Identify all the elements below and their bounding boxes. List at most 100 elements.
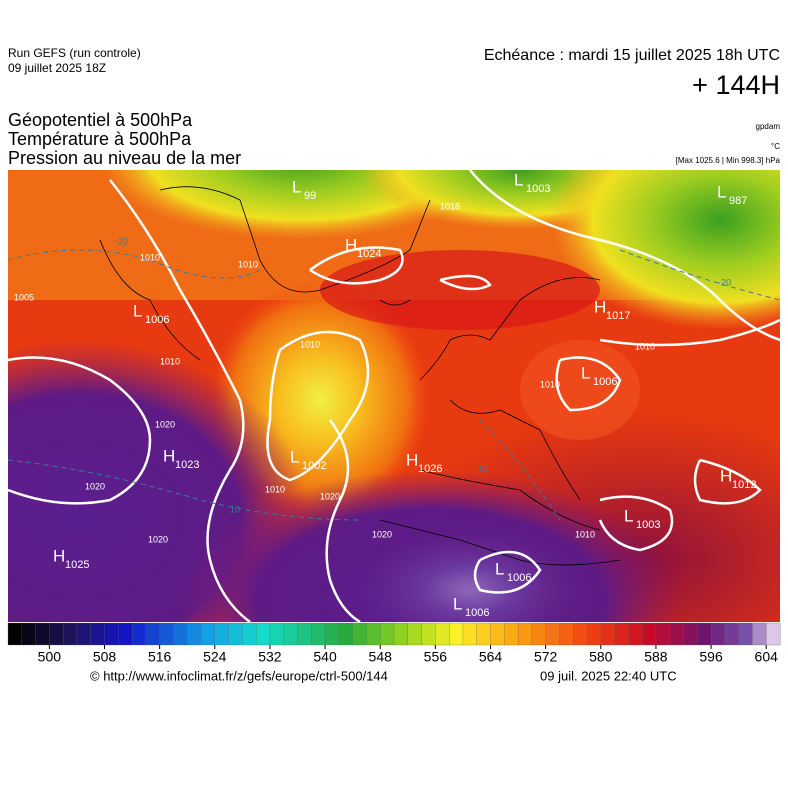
colorbar-label: 588 xyxy=(644,649,668,665)
colorbar-swatch xyxy=(200,622,216,646)
colorbar-swatch xyxy=(738,622,753,646)
colorbar-swatch xyxy=(448,622,464,646)
center-value: 1024 xyxy=(357,248,381,260)
center-value: 1023 xyxy=(175,459,199,471)
colorbar-swatch xyxy=(214,622,230,646)
extremes: [Max 1025.6 | Min 998.3] hPa xyxy=(676,156,781,165)
colorbar-label: 604 xyxy=(755,649,779,665)
colorbar-swatch xyxy=(545,622,560,646)
colorbar-swatch xyxy=(159,622,174,646)
colorbar-swatch xyxy=(435,622,450,646)
center-kind: L xyxy=(292,177,301,196)
colorbar-label: 564 xyxy=(479,649,503,665)
colorbar-swatch xyxy=(683,622,698,646)
colorbar-swatch xyxy=(145,622,161,646)
title: Température à 500hPa xyxy=(8,129,192,149)
colorbar-swatch xyxy=(614,622,629,646)
center-value: 99 xyxy=(304,190,316,202)
colorbar-swatch xyxy=(600,622,616,646)
colorbar-swatch xyxy=(366,622,381,646)
run-date: 09 juillet 2025 18Z xyxy=(8,61,106,75)
colorbar-swatch xyxy=(407,622,423,646)
colorbar-swatch xyxy=(669,622,684,646)
temperature-label: 10 xyxy=(230,504,240,514)
colorbar-swatch xyxy=(269,622,285,646)
colorbar-label: 508 xyxy=(93,649,117,665)
title: Pression au niveau de la mer xyxy=(8,148,241,168)
colorbar-swatch xyxy=(573,622,588,646)
colorbar-swatch xyxy=(21,622,37,646)
center-value: 1026 xyxy=(418,463,442,475)
colorbar-swatch xyxy=(118,622,133,646)
center-value: 1006 xyxy=(507,572,531,584)
colorbar-swatch xyxy=(641,622,657,646)
center-kind: H xyxy=(163,446,175,465)
isobar-label: 1010 xyxy=(140,252,160,262)
colorbar-swatch xyxy=(324,622,340,646)
colorbar-swatch xyxy=(766,622,781,646)
center-kind: L xyxy=(717,182,726,201)
colorbar-swatch xyxy=(517,622,533,646)
center-value: 1006 xyxy=(593,376,617,388)
colorbar-swatch xyxy=(697,622,712,646)
isobar-label: 1020 xyxy=(372,529,392,539)
colorbar-swatch xyxy=(338,622,354,646)
colorbar-label: 500 xyxy=(38,649,62,665)
isobar-label: 1005 xyxy=(14,292,34,302)
center-value: 1003 xyxy=(636,519,660,531)
colorbar-swatch xyxy=(62,622,78,646)
center-value: 1006 xyxy=(145,314,169,326)
center-value: 987 xyxy=(729,195,747,207)
temperature-label: -20 xyxy=(115,236,128,246)
isobar-label: 1020 xyxy=(85,481,105,491)
map xyxy=(8,170,780,622)
center-kind: H xyxy=(720,466,732,485)
colorbar-label: 580 xyxy=(589,649,613,665)
center-kind: L xyxy=(514,170,523,189)
colorbar-swatch xyxy=(628,622,643,646)
colorbar-swatch xyxy=(490,622,505,646)
colorbar-label: 548 xyxy=(369,649,393,665)
colorbar-swatch xyxy=(7,622,23,646)
colorbar-swatch xyxy=(421,622,436,646)
colorbar-swatch xyxy=(255,622,271,646)
colorbar-swatch xyxy=(104,622,119,646)
colorbar-swatch xyxy=(311,622,326,646)
colorbar-swatch xyxy=(76,622,92,646)
unit: gpdam xyxy=(756,122,781,131)
colorbar-label: 596 xyxy=(699,649,723,665)
colorbar-swatch xyxy=(462,622,478,646)
center-kind: L xyxy=(290,447,299,466)
center-kind: L xyxy=(453,594,462,613)
forecast-time: Echéance : mardi 15 juillet 2025 18h UTC xyxy=(484,47,780,64)
colorbar: 500 508 516 524 532 540 548 556 564 572 580 588 596 6… xyxy=(7,622,781,665)
temperature-label: -20 xyxy=(718,277,731,287)
center-kind: L xyxy=(624,506,633,525)
colorbar-swatch xyxy=(187,622,202,646)
center-kind: H xyxy=(53,546,65,565)
colorbar-swatch xyxy=(531,622,547,646)
colorbar-swatch xyxy=(476,622,491,646)
isobar-label: 1010 xyxy=(300,339,320,349)
isobar-label: 1010 xyxy=(238,259,258,269)
isobar-label: 1018 xyxy=(440,201,460,211)
center-kind: H xyxy=(406,450,418,469)
center-value: 1025 xyxy=(65,559,89,571)
colorbar-swatch xyxy=(283,622,298,646)
temperature-label: 10 xyxy=(478,463,488,473)
colorbar-swatch xyxy=(173,622,188,646)
lead-time: + 144H xyxy=(692,70,780,100)
colorbar-swatch xyxy=(35,622,50,646)
center-value: 1003 xyxy=(526,183,550,195)
isobar-label: 1010 xyxy=(575,529,595,539)
colorbar-label: 524 xyxy=(203,649,227,665)
colorbar-label: 556 xyxy=(424,649,448,665)
center-kind: L xyxy=(581,363,590,382)
colorbar-swatch xyxy=(297,622,312,646)
center-kind: L xyxy=(133,301,142,320)
run-name: Run GEFS (run controle) xyxy=(8,46,141,60)
isobar-label: 1010 xyxy=(540,379,560,389)
colorbar-label: 572 xyxy=(534,649,558,665)
title: Géopotentiel à 500hPa xyxy=(8,110,193,130)
colorbar-swatch xyxy=(724,622,740,646)
